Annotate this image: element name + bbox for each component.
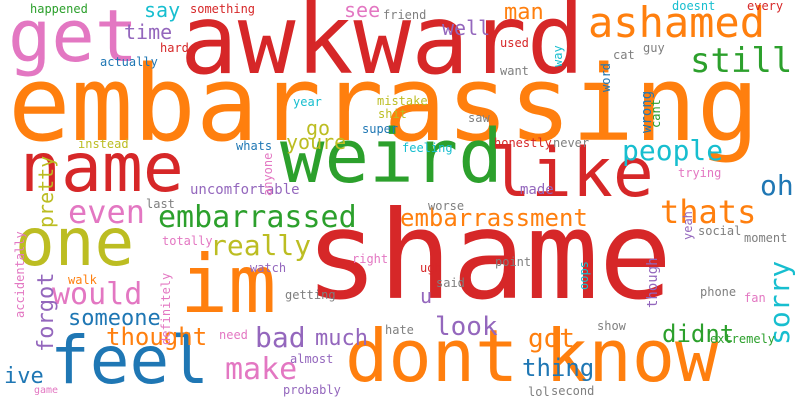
word-almost: almost [290,352,334,366]
word-friend: friend [383,8,427,22]
word-hard: hard [160,41,189,55]
word-fan: fan [744,291,766,305]
word-embarrassing: embarrassing [8,43,760,165]
word-walk: walk [68,273,97,287]
word-like: like [490,134,654,213]
word-point: point [495,255,532,269]
word-thats: thats [660,193,757,231]
word-uncomfortable: uncomfortable [190,182,300,198]
word-doesnt: doesnt [672,0,716,13]
word-embarrassment: embarrassment [400,204,588,232]
word-honestly: honestly [494,136,552,150]
word-didnt: didnt [662,320,735,348]
word-something: something [190,2,256,16]
word-cant: cant [649,99,663,128]
word-awkward: awkward [180,0,585,96]
word-accidentally: accidentally [13,231,27,318]
word-social: social [698,224,742,238]
word-probably: probably [283,383,341,397]
word-would: would [52,277,143,312]
word-ive: ive [4,364,44,389]
word-cat: cat [613,48,635,62]
word-oops: oops [577,261,591,290]
word-every: every [747,0,784,13]
word-feeling: feeling [402,141,453,155]
word-show: show [597,319,626,333]
word-happened: happened [30,2,88,16]
word-trying: trying [678,166,722,180]
word-hate: hate [385,323,414,337]
word-got: got [528,324,575,354]
word-know: know [545,314,719,398]
word-feel: feel [50,322,209,399]
word-man: man [504,0,544,25]
word-used: used [500,36,529,50]
word-instead: instead [78,137,129,151]
word-really: really [210,229,312,262]
word-ashamed: ashamed [588,0,766,47]
word-embarrassed: embarrassed [158,200,357,235]
word-ugh: ugh [420,261,442,275]
word-way: way [551,45,565,67]
word-right: right [352,252,389,266]
word-weird: weird [280,114,503,200]
word-extremely: extremely [710,332,776,346]
word-word: word [599,63,613,92]
word-still: still [690,41,793,81]
word-get: get [8,0,139,78]
word-youre: youre [286,130,347,154]
word-watch: watch [250,261,287,275]
word-saw: saw [468,111,490,125]
word-mistake: mistake [377,94,428,108]
word-one: one [15,204,135,281]
word-totally: totally [162,234,213,248]
word-need: need [219,328,248,342]
word-thing: thing [522,354,595,382]
word-actually: actually [100,55,158,69]
word-whats: whats [236,139,273,153]
word-never: never [553,136,590,150]
word-dont: dont [345,314,519,398]
word-made: made [520,182,554,198]
word-oh: oh [760,169,794,202]
word-worse: worse [428,199,465,213]
word-make: make [225,352,298,387]
word-u: u [420,284,433,308]
word-phone: phone [700,285,737,299]
word-said: said [436,276,465,290]
word-people: people [622,134,724,167]
word-go: go [306,116,331,140]
word-guy: guy [643,41,665,55]
word-game: game [34,385,59,396]
word-want: want [500,64,529,78]
word-pretty: pretty [34,155,58,228]
word-anyone: anyone [261,152,275,196]
word-much: much [315,326,368,351]
word-though: though [645,257,661,308]
word-well: well [442,16,491,40]
word-someone: someone [68,306,161,331]
word-say: say [144,0,181,22]
word-time: time [124,20,173,44]
word-shame: shame [305,185,673,327]
word-look: look [435,312,498,342]
word-super: super [362,122,399,136]
word-shit: shit [378,107,407,121]
word-definitely: definitely [159,272,173,345]
word-moment: moment [744,231,788,245]
word-getting: getting [285,288,336,302]
word-year: year [293,95,322,109]
word-last: last [146,197,175,211]
word-lol: lol [528,385,550,399]
word-yeah: yeah [681,211,695,240]
word-bad: bad [255,321,306,354]
word-name: name [20,129,184,208]
word-second: second [551,384,595,398]
word-see: see [344,0,381,22]
word-im: im [180,238,277,331]
word-even: even [68,193,146,231]
word-thought: thought [106,323,208,351]
word-forgot: forgot [34,272,59,352]
